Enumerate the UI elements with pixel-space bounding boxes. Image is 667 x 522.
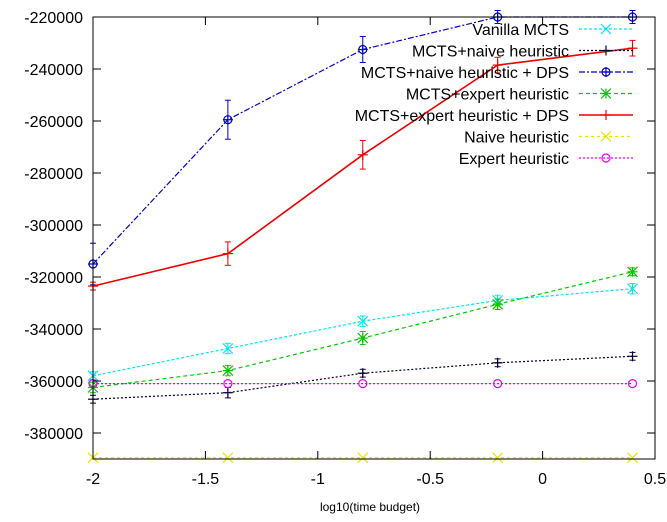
legend-marker (601, 153, 611, 163)
data-point (493, 379, 503, 389)
data-point (357, 44, 368, 55)
series (87, 283, 638, 382)
data-point (627, 351, 638, 362)
series (88, 379, 638, 389)
y-tick-label: -320000 (24, 270, 83, 287)
data-point (492, 452, 504, 464)
plot-frame (92, 16, 656, 460)
y-tick-label: -220000 (24, 10, 83, 27)
y-tick-label: -360000 (24, 374, 83, 391)
legend-label: MCTS+expert heuristic + DPS (355, 108, 569, 125)
data-point (357, 452, 369, 464)
y-tick-label: -380000 (24, 426, 83, 443)
data-point (222, 365, 234, 377)
data-point (357, 149, 368, 160)
data-point (222, 387, 233, 398)
legend-marker (600, 88, 612, 99)
data-point (222, 343, 234, 354)
data-point (627, 283, 638, 295)
y-tick-label: -300000 (24, 218, 83, 235)
y-tick-label: -340000 (24, 322, 83, 339)
data-point (627, 379, 638, 389)
data-point (627, 452, 638, 464)
axes-layer: -2 -1.5 -1 -0.5 0 0.5 -220000 -240000 -260000 -28… (24, 10, 666, 488)
legend-marker (600, 23, 612, 35)
legend-label: Naive heuristic (464, 130, 569, 147)
x-tick-label: -1.5 (192, 471, 220, 488)
legend: Vanilla MCTS MCTS+naive heuristic MCTS+nai… (355, 22, 633, 168)
data-point (357, 332, 369, 344)
data-point (358, 379, 368, 389)
data-point (222, 452, 234, 464)
legend-label: MCTS+expert heuristic (406, 87, 569, 104)
data-point (223, 379, 233, 389)
data-point (492, 298, 504, 310)
data-point (492, 357, 503, 368)
x-tick-label: -2 (86, 471, 100, 488)
legend-marker (601, 45, 611, 56)
y-tick-label: -260000 (24, 114, 83, 131)
x-axis-title: log10(time budget) (320, 500, 420, 514)
data-point (357, 315, 369, 327)
legend-marker (601, 110, 611, 120)
legend-label: Vanilla MCTS (472, 22, 569, 39)
legend-marker (601, 67, 611, 77)
data-point (627, 266, 638, 278)
data-point (627, 43, 638, 54)
legend-label: Expert heuristic (459, 151, 569, 168)
data-point (492, 60, 503, 71)
legend-marker (600, 131, 612, 142)
y-tick-label: -280000 (24, 166, 83, 183)
x-tick-label: -0.5 (416, 471, 444, 488)
data-point (357, 368, 368, 379)
series (87, 452, 638, 464)
x-tick-label: 0 (538, 471, 547, 488)
data-point (222, 248, 233, 259)
legend-label: MCTS+naive heuristic + DPS (361, 65, 569, 82)
data-point (222, 114, 233, 125)
x-tick-label: -1 (311, 471, 325, 488)
legend-label: MCTS+naive heuristic (412, 44, 569, 61)
x-tick-label: 0.5 (644, 471, 666, 488)
y-tick-label: -240000 (24, 62, 83, 79)
